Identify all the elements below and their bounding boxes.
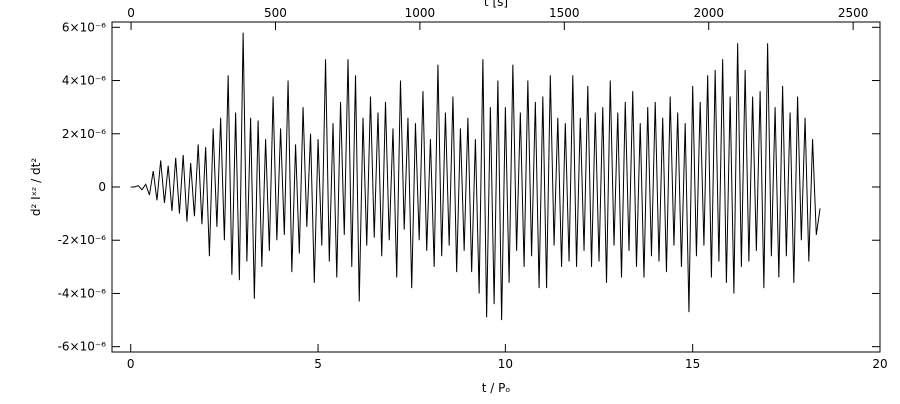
y-tick-label: -2×10⁻⁶ xyxy=(58,233,107,247)
y-tick-label: 6×10⁻⁶ xyxy=(62,20,106,34)
x-tick-label: 0 xyxy=(127,357,135,371)
x2-tick-label: 0 xyxy=(127,6,135,20)
y-axis-label: d² Iˣᶻ / dt² xyxy=(29,158,43,216)
y-tick-label: -6×10⁻⁶ xyxy=(58,340,107,354)
data-line xyxy=(130,32,821,321)
x-axis-label: t / Pₒ xyxy=(482,381,511,395)
y-tick-label: 0 xyxy=(98,180,106,194)
x-tick-label: 5 xyxy=(314,357,322,371)
x2-tick-label: 1500 xyxy=(549,6,580,20)
x2-tick-label: 2000 xyxy=(693,6,724,20)
y-tick-label: 4×10⁻⁶ xyxy=(62,74,106,88)
x2-tick-label: 2500 xyxy=(838,6,869,20)
x2-axis-label: t [s] xyxy=(484,0,508,9)
y-tick-label: -4×10⁻⁶ xyxy=(58,286,107,300)
y-tick-label: 2×10⁻⁶ xyxy=(62,127,106,141)
x-tick-label: 15 xyxy=(685,357,700,371)
x2-tick-label: 500 xyxy=(264,6,287,20)
x2-tick-label: 1000 xyxy=(405,6,436,20)
x-tick-label: 20 xyxy=(872,357,887,371)
x-tick-label: 10 xyxy=(498,357,513,371)
